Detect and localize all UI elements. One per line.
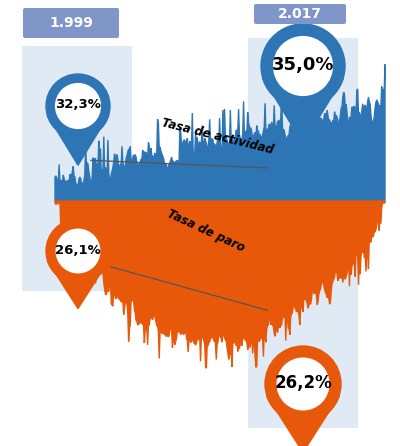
Polygon shape	[55, 201, 385, 368]
FancyBboxPatch shape	[22, 46, 132, 291]
Polygon shape	[47, 115, 109, 165]
FancyBboxPatch shape	[248, 38, 358, 428]
Text: Tasa de paro: Tasa de paro	[165, 207, 247, 255]
Circle shape	[265, 346, 341, 422]
Polygon shape	[263, 78, 343, 144]
Polygon shape	[267, 396, 339, 446]
Circle shape	[46, 219, 110, 283]
Circle shape	[46, 74, 110, 138]
Text: 32,3%: 32,3%	[55, 99, 101, 112]
Text: 1.999: 1.999	[49, 16, 93, 30]
FancyBboxPatch shape	[23, 8, 119, 38]
Text: 26,2%: 26,2%	[274, 374, 332, 392]
Circle shape	[274, 37, 332, 95]
Circle shape	[56, 83, 100, 128]
Circle shape	[56, 229, 100, 273]
Polygon shape	[55, 64, 385, 201]
Text: 26,1%: 26,1%	[55, 244, 101, 256]
Circle shape	[277, 358, 329, 410]
Text: 35,0%: 35,0%	[272, 56, 334, 74]
Circle shape	[261, 24, 345, 108]
Text: 2.017: 2.017	[278, 7, 322, 21]
Text: Tasa de actividad: Tasa de actividad	[160, 116, 274, 156]
FancyBboxPatch shape	[254, 4, 346, 24]
Polygon shape	[48, 261, 108, 309]
